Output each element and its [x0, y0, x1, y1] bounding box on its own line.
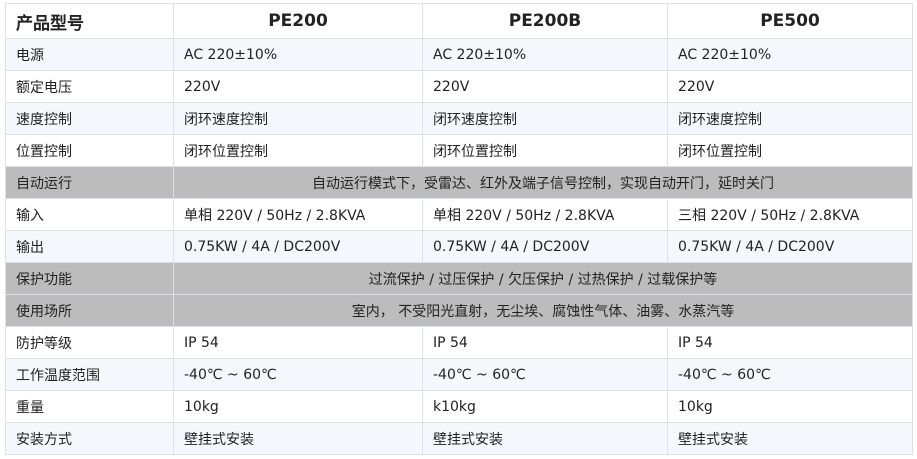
table-row: 防护等级 IP 54 IP 54 IP 54 [5, 326, 913, 359]
row-label: 额定电压 [5, 70, 174, 103]
row-label: 速度控制 [5, 102, 174, 135]
table-cell: 闭环位置控制 [667, 134, 913, 167]
row-label: 重量 [5, 390, 174, 423]
table-cell: IP 54 [173, 326, 423, 359]
table-cell: 220V [173, 70, 423, 103]
table-cell: 单相 220V / 50Hz / 2.8KVA [422, 198, 668, 231]
table-cell: 220V [667, 70, 913, 103]
table-cell: 壁挂式安装 [173, 422, 423, 455]
row-label: 工作温度范围 [5, 358, 174, 391]
table-row: 安装方式 壁挂式安装 壁挂式安装 壁挂式安装 [5, 422, 913, 455]
table-cell: -40℃ ~ 60℃ [667, 358, 913, 391]
table-cell: AC 220±10% [422, 38, 668, 71]
table-cell: AC 220±10% [667, 38, 913, 71]
table-cell: 闭环速度控制 [173, 102, 423, 135]
table-row: 额定电压 220V 220V 220V [5, 70, 913, 103]
table-cell: 220V [422, 70, 668, 103]
table-cell: -40℃ ~ 60℃ [422, 358, 668, 391]
table-cell: 三相 220V / 50Hz / 2.8KVA [667, 198, 913, 231]
row-label: 输出 [5, 230, 174, 263]
row-label: 防护等级 [5, 326, 174, 359]
table-row: 速度控制 闭环速度控制 闭环速度控制 闭环速度控制 [5, 102, 913, 135]
table-cell: 壁挂式安装 [667, 422, 913, 455]
table-row: 保护功能 过流保护 / 过压保护 / 欠压保护 / 过热保护 / 过载保护等 [5, 262, 913, 295]
table-row: 使用场所 室内， 不受阳光直射，无尘埃、腐蚀性气体、油雾、水蒸汽等 [5, 294, 913, 327]
table-cell: 壁挂式安装 [422, 422, 668, 455]
row-label: 使用场所 [5, 294, 174, 327]
table-row: 工作温度范围 -40℃ ~ 60℃ -40℃ ~ 60℃ -40℃ ~ 60℃ [5, 358, 913, 391]
table-cell: 闭环位置控制 [173, 134, 423, 167]
spec-table: 产品型号 PE200 PE200B PE500 电源 AC 220±10% AC 2… [5, 3, 913, 455]
table-row: 重量 10kg k10kg 10kg [5, 390, 913, 423]
table-row: 输出 0.75KW / 4A / DC200V 0.75KW / 4A / DC20… [5, 230, 913, 263]
table-cell: 10kg [667, 390, 913, 423]
table-cell: -40℃ ~ 60℃ [173, 358, 423, 391]
table-row: 位置控制 闭环位置控制 闭环位置控制 闭环位置控制 [5, 134, 913, 167]
table-cell: AC 220±10% [173, 38, 423, 71]
table-cell: 0.75KW / 4A / DC200V [667, 230, 913, 263]
table-cell: 闭环位置控制 [422, 134, 668, 167]
table-cell: 0.75KW / 4A / DC200V [422, 230, 668, 263]
header-pe200: PE200 [173, 3, 423, 39]
header-pe200b: PE200B [422, 3, 668, 39]
header-row: 产品型号 PE200 PE200B PE500 [5, 3, 913, 39]
header-pe500: PE500 [667, 3, 913, 39]
table-row: 自动运行 自动运行模式下，受雷达、红外及端子信号控制，实现自动开门，延时关门 [5, 166, 913, 199]
table-cell: 10kg [173, 390, 423, 423]
merged-cell: 自动运行模式下，受雷达、红外及端子信号控制，实现自动开门，延时关门 [173, 166, 913, 199]
row-label: 位置控制 [5, 134, 174, 167]
row-label: 自动运行 [5, 166, 174, 199]
table-cell: IP 54 [422, 326, 668, 359]
table-row: 输入 单相 220V / 50Hz / 2.8KVA 单相 220V / 50Hz … [5, 198, 913, 231]
table-cell: 0.75KW / 4A / DC200V [173, 230, 423, 263]
row-label: 电源 [5, 38, 174, 71]
merged-cell: 过流保护 / 过压保护 / 欠压保护 / 过热保护 / 过载保护等 [173, 262, 913, 295]
table-cell: k10kg [422, 390, 668, 423]
table-cell: 闭环速度控制 [422, 102, 668, 135]
row-label: 保护功能 [5, 262, 174, 295]
header-model-label: 产品型号 [5, 3, 174, 39]
table-cell: IP 54 [667, 326, 913, 359]
row-label: 输入 [5, 198, 174, 231]
row-label: 安装方式 [5, 422, 174, 455]
table-row: 电源 AC 220±10% AC 220±10% AC 220±10% [5, 38, 913, 71]
table-cell: 单相 220V / 50Hz / 2.8KVA [173, 198, 423, 231]
table-cell: 闭环速度控制 [667, 102, 913, 135]
merged-cell: 室内， 不受阳光直射，无尘埃、腐蚀性气体、油雾、水蒸汽等 [173, 294, 913, 327]
